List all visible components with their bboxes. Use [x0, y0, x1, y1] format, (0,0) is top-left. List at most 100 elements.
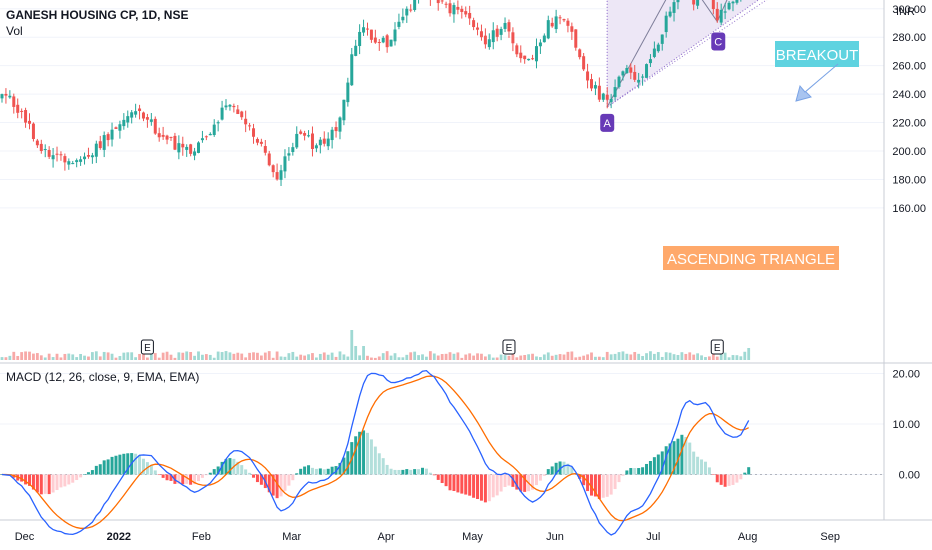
candle-body	[83, 156, 87, 160]
candle-body	[648, 59, 652, 64]
macd-axis[interactable]: 0.00 10.00 20.00	[892, 369, 920, 482]
candle-body	[216, 122, 220, 124]
candle-body	[566, 20, 570, 26]
macd-histogram-bar	[495, 474, 499, 496]
volume-bar	[153, 353, 157, 360]
macd-histogram-bar	[79, 474, 83, 478]
volume-bar	[715, 356, 719, 360]
macd-histogram-bar	[43, 474, 47, 494]
macd-histogram-bar	[542, 474, 546, 476]
macd-histogram-bar	[354, 436, 358, 475]
candle-body	[456, 6, 460, 10]
time-tick-label: Feb	[192, 531, 211, 543]
candle-body	[208, 133, 212, 136]
macd-histogram-bar	[204, 474, 208, 476]
earnings-marker[interactable]: E	[140, 339, 154, 355]
macd-histogram-bar	[401, 469, 405, 475]
volume-bar	[562, 354, 566, 360]
macd-histogram-bar	[397, 469, 401, 475]
volume-bar	[503, 355, 507, 360]
macd-histogram-bar	[487, 474, 491, 502]
earnings-marker[interactable]: E	[710, 339, 724, 355]
macd-histogram-bar	[177, 474, 181, 484]
volume-bar	[641, 356, 644, 360]
macd-histogram-bar	[216, 466, 220, 475]
volume-bar	[523, 355, 527, 360]
volume-bar	[542, 354, 546, 360]
volume-bar	[511, 351, 515, 360]
candle-body	[252, 128, 256, 137]
candle-body	[448, 3, 452, 14]
candle-body	[715, 8, 719, 21]
volume-bar	[570, 351, 574, 360]
candle-body	[696, 0, 700, 6]
candle-body	[582, 56, 586, 70]
macd-histogram-bar	[656, 454, 660, 475]
macd-histogram-bar	[381, 458, 385, 475]
candle-body	[193, 151, 197, 156]
macd-histogram-bar	[75, 474, 79, 481]
candle-body	[727, 2, 731, 10]
volume-bar	[711, 354, 715, 360]
candle-body	[263, 146, 267, 153]
pattern-name-label: ASCENDING TRIANGLE	[663, 246, 839, 270]
volume-bar	[373, 357, 377, 360]
macd-histogram-bar	[641, 467, 645, 475]
macd-histogram-bar	[55, 474, 59, 491]
time-axis[interactable]: Dec 2022 Feb Mar Apr May Jun Jul Aug Sep	[15, 531, 840, 543]
volume-bar	[291, 351, 295, 360]
macd-histogram-bar	[515, 474, 519, 490]
candle-body	[413, 0, 417, 11]
candle-body	[397, 21, 401, 27]
volume-bar	[483, 356, 487, 360]
macd-histogram-bar	[507, 474, 511, 486]
volume-bar	[421, 354, 424, 360]
candle-body	[621, 71, 625, 76]
candle-body	[711, 0, 715, 10]
earnings-marker[interactable]: E	[502, 339, 516, 355]
macd-histogram-bar	[680, 434, 684, 475]
volume-bar	[672, 354, 676, 360]
candle-body	[538, 42, 542, 47]
macd-histogram-bar	[617, 474, 621, 483]
candle-body	[165, 135, 169, 140]
candle-body	[310, 133, 314, 149]
candle-body	[138, 108, 142, 112]
volume-bar	[656, 352, 660, 360]
macd-histogram-bar	[609, 474, 613, 495]
volume-bar	[436, 355, 440, 360]
price-axis[interactable]: INR 160.00 180.00 200.00 220.00 240.00 260.00 2…	[885, 0, 931, 215]
candle-body	[271, 165, 275, 173]
candle-body	[487, 39, 491, 48]
candle-body	[236, 109, 240, 115]
candle-body	[338, 117, 342, 132]
candle-body	[365, 28, 369, 30]
macd-histogram-bar	[605, 474, 609, 497]
candle-body	[114, 127, 118, 129]
macd-histogram-bar	[688, 442, 692, 475]
volume-bar	[63, 353, 67, 360]
macd-histogram-bar	[707, 467, 711, 475]
volume-bar	[267, 351, 271, 360]
candle-body	[479, 31, 483, 38]
volume-bar	[224, 351, 228, 360]
volume-bar	[601, 357, 605, 360]
earnings-box	[710, 339, 724, 355]
candle-body	[676, 0, 680, 3]
candle-body	[617, 76, 621, 87]
volume-bar	[354, 346, 358, 360]
volume-bar	[67, 353, 71, 360]
candle-body	[735, 0, 739, 3]
candle-body	[511, 32, 515, 44]
volume-bar	[299, 354, 303, 360]
volume-bar	[295, 356, 299, 360]
pattern-name-bg	[663, 246, 839, 270]
macd-label: MACD (12, 26, close, 9, EMA, EMA)	[6, 370, 200, 384]
volume-bar	[358, 355, 362, 360]
volume-bar	[507, 355, 511, 360]
macd-histogram-bar	[197, 474, 200, 482]
volume-bar	[613, 353, 617, 360]
volume-bar	[315, 357, 318, 360]
volume-bar	[79, 353, 82, 360]
